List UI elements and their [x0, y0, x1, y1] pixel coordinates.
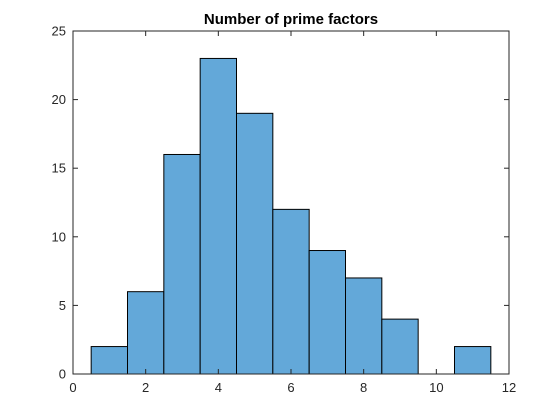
y-tick-label: 5: [59, 298, 66, 313]
x-tick-label: 4: [215, 380, 222, 395]
y-axis: 0 5 10 15 20 25: [52, 24, 509, 382]
y-tick-label: 0: [59, 367, 66, 382]
x-tick-label: 10: [429, 380, 443, 395]
x-tick-label: 0: [69, 380, 76, 395]
histogram-bar: [345, 277, 383, 375]
histogram-bar: [90, 346, 128, 375]
histogram-bar: [272, 208, 310, 375]
x-tick-label: 6: [287, 380, 294, 395]
bars-group: [90, 57, 492, 375]
chart-title: Number of prime factors: [204, 11, 378, 28]
histogram-bar: [163, 153, 201, 375]
x-tick-label: 8: [360, 380, 367, 395]
histogram-bar: [381, 318, 419, 375]
histogram-bar: [236, 112, 274, 375]
y-tick-label: 10: [52, 229, 66, 244]
x-tick-label: 12: [502, 380, 516, 395]
histogram-bar: [127, 291, 165, 375]
histogram-bar: [199, 57, 238, 375]
x-tick-label: 2: [142, 380, 149, 395]
histogram-bar: [308, 250, 346, 375]
x-axis: 0 2 4 6 8 10 12: [69, 31, 516, 395]
y-tick-label: 15: [52, 161, 66, 176]
histogram-bar: [454, 346, 492, 375]
y-tick-label: 20: [52, 92, 66, 107]
y-tick-label: 25: [52, 24, 66, 39]
